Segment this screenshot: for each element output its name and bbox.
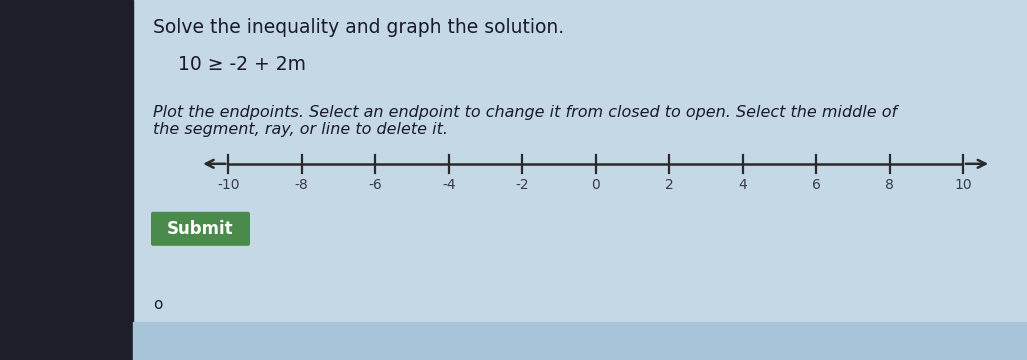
Bar xyxy=(0,0,134,360)
Text: -8: -8 xyxy=(295,178,309,192)
Text: 10: 10 xyxy=(954,178,972,192)
Text: 8: 8 xyxy=(885,178,895,192)
Text: Solve the inequality and graph the solution.: Solve the inequality and graph the solut… xyxy=(153,18,564,37)
Text: o: o xyxy=(153,297,162,312)
Text: 2: 2 xyxy=(664,178,674,192)
Text: -10: -10 xyxy=(217,178,239,192)
Text: 6: 6 xyxy=(811,178,821,192)
Text: 10 ≥ -2 + 2m: 10 ≥ -2 + 2m xyxy=(178,55,306,74)
FancyBboxPatch shape xyxy=(151,212,250,246)
Bar xyxy=(134,322,1027,360)
Text: 4: 4 xyxy=(738,178,747,192)
Text: the segment, ray, or line to delete it.: the segment, ray, or line to delete it. xyxy=(153,122,448,137)
Text: Submit: Submit xyxy=(167,220,234,238)
Text: -6: -6 xyxy=(369,178,382,192)
Text: Plot the endpoints. Select an endpoint to change it from closed to open. Select : Plot the endpoints. Select an endpoint t… xyxy=(153,105,898,120)
Text: -2: -2 xyxy=(516,178,529,192)
Text: -4: -4 xyxy=(442,178,456,192)
Text: 0: 0 xyxy=(592,178,600,192)
